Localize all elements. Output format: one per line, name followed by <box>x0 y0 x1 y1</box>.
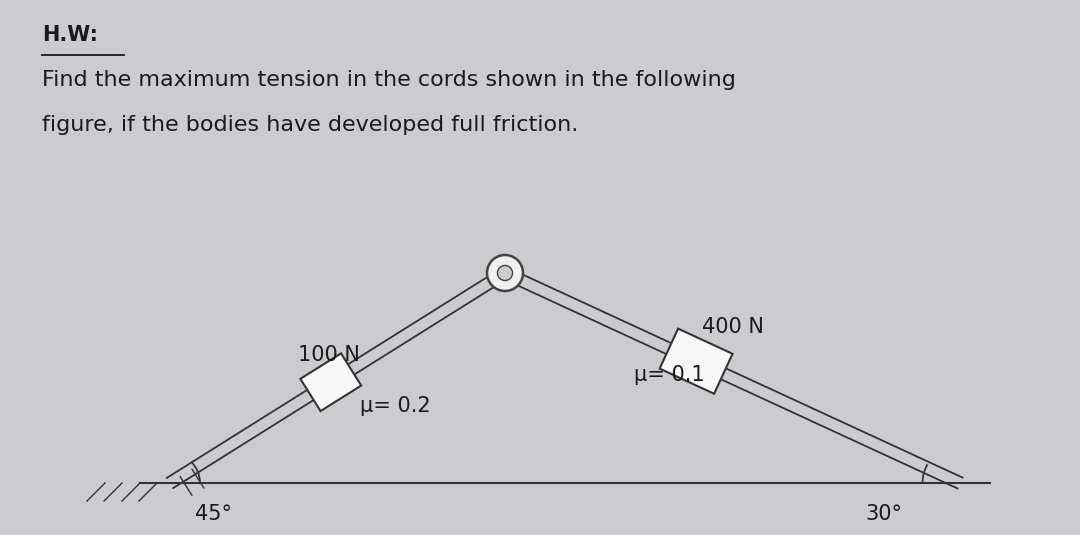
Text: Find the maximum tension in the cords shown in the following: Find the maximum tension in the cords sh… <box>42 70 735 90</box>
Polygon shape <box>660 328 732 394</box>
Text: μ= 0.1: μ= 0.1 <box>634 365 704 385</box>
Text: H.W:: H.W: <box>42 25 98 45</box>
Text: 45°: 45° <box>195 504 232 524</box>
Circle shape <box>487 255 523 291</box>
Text: 400 N: 400 N <box>702 317 764 337</box>
Polygon shape <box>300 353 361 411</box>
Text: 100 N: 100 N <box>298 345 360 365</box>
Text: figure, if the bodies have developed full friction.: figure, if the bodies have developed ful… <box>42 115 578 135</box>
Circle shape <box>498 265 513 280</box>
Text: μ= 0.2: μ= 0.2 <box>361 395 431 416</box>
Text: 30°: 30° <box>865 504 902 524</box>
